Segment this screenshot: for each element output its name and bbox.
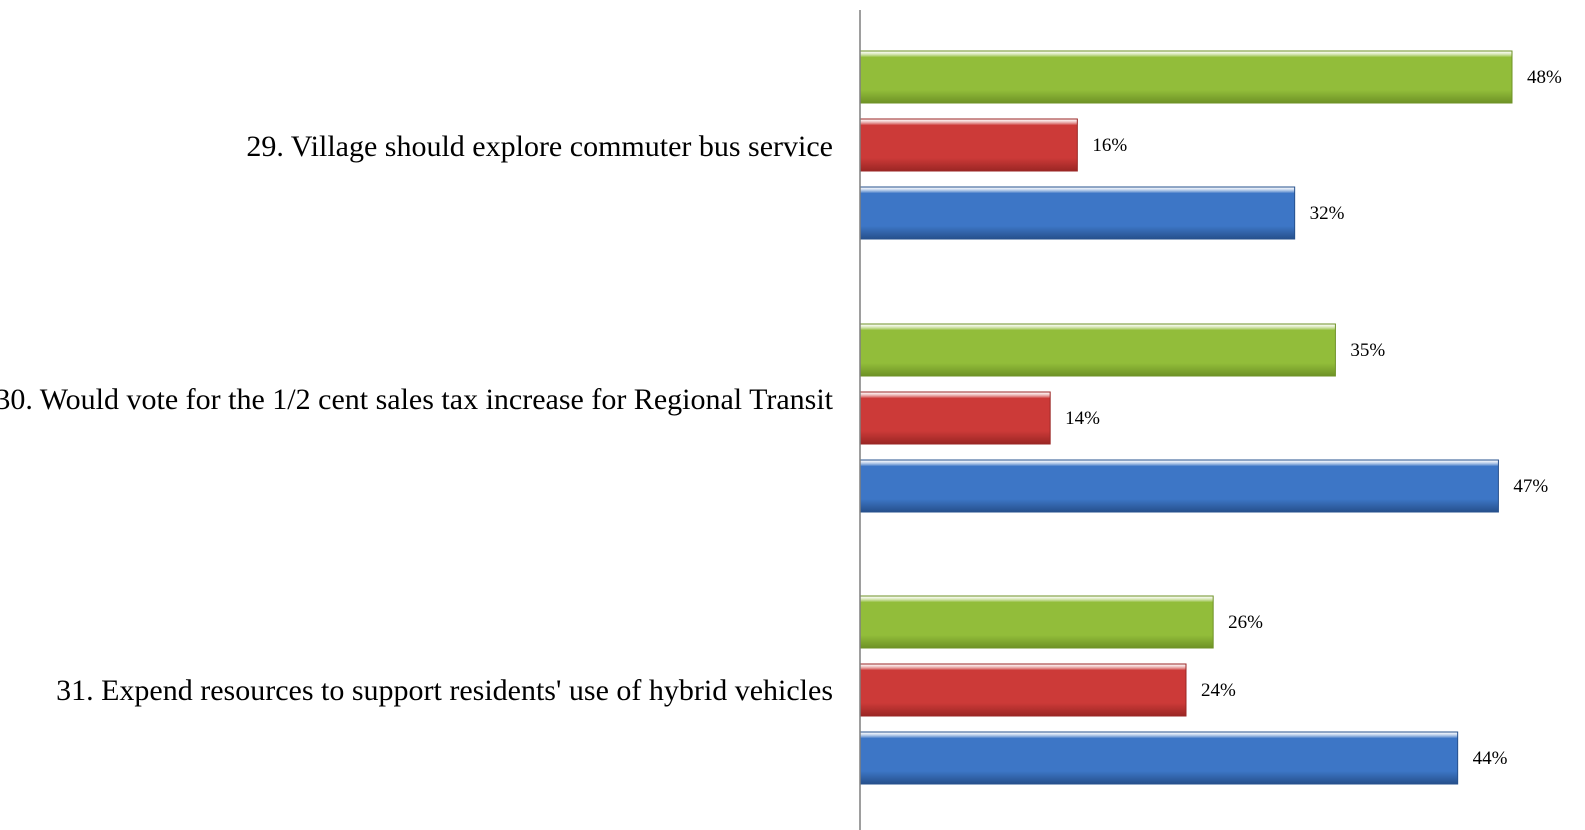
value-label-red-cat1: 16% — [1092, 135, 1127, 156]
category-label-29: 29. Village should explore commuter bus … — [246, 130, 833, 163]
bar-blue-cat3 — [859, 731, 1459, 785]
bar-blue-cat1 — [859, 186, 1296, 240]
bar-red-cat3 — [859, 663, 1187, 717]
bars-group — [859, 50, 1513, 785]
category-label-31: 31. Expend resources to support resident… — [56, 674, 833, 707]
value-label-blue-cat2: 47% — [1513, 476, 1548, 497]
value-label-blue-cat3: 44% — [1473, 748, 1508, 769]
bar-green-cat1 — [859, 50, 1513, 104]
bar-green-cat2 — [859, 323, 1336, 377]
value-label-green-cat1: 48% — [1527, 67, 1562, 88]
bar-red-cat1 — [859, 118, 1078, 172]
value-label-red-cat2: 14% — [1065, 408, 1100, 429]
value-label-green-cat3: 26% — [1228, 612, 1263, 633]
bar-red-cat2 — [859, 391, 1051, 445]
value-label-green-cat2: 35% — [1350, 340, 1385, 361]
bar-green-cat3 — [859, 595, 1214, 649]
value-labels-group: 48% 16% 32% 35% 14% 47% 26% 24% 44% — [1065, 67, 1562, 769]
category-label-30: 30. Would vote for the 1/2 cent sales ta… — [0, 383, 833, 416]
value-label-red-cat3: 24% — [1201, 680, 1236, 701]
value-label-blue-cat1: 32% — [1310, 203, 1345, 224]
bar-blue-cat2 — [859, 459, 1499, 513]
